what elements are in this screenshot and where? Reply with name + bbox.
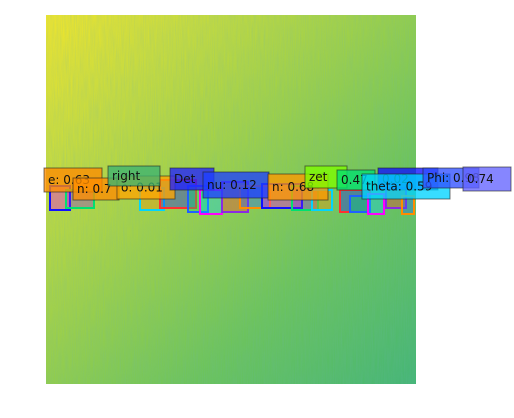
annotation-text: right [112,169,140,183]
annotation-text: Det [174,172,196,186]
annotation-box [107,165,161,187]
annotation-label: right [107,165,161,187]
annotation-text: n: 0.68 [272,180,314,194]
annotation-text: theta: 0.59 [366,180,432,194]
annotation-label: 0.74 [462,166,512,192]
annotation-label: nu: 0.12 [202,171,270,199]
clutter-mark [349,195,371,213]
annotation-text: zet [309,170,328,184]
annotation-box [462,166,512,192]
annotation-text: 0.74 [467,172,494,186]
heatmap-area [46,15,416,384]
annotation-text: n: 0.7 [77,182,112,196]
annotation-text: 0.47 [341,173,368,187]
annotation-text: nu: 0.12 [207,178,257,192]
